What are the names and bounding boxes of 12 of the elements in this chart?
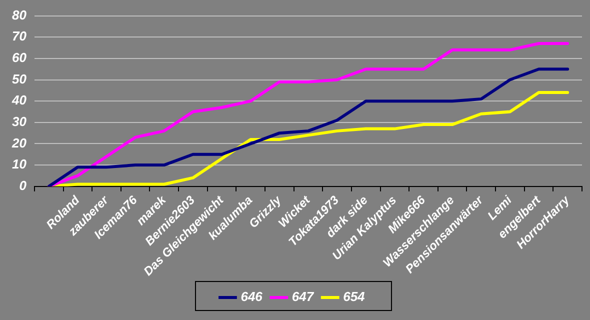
y-tick-label: 10 (12, 156, 28, 172)
y-tick-label: 20 (10, 135, 28, 150)
legend-label: 647 (292, 289, 314, 304)
y-tick-label: 80 (12, 7, 28, 22)
y-tick-label: 70 (12, 28, 28, 44)
y-tick-label: 60 (12, 50, 28, 66)
legend-label: 654 (343, 289, 366, 304)
y-tick-label: 0 (19, 178, 28, 193)
y-tick-label: 30 (12, 114, 28, 129)
y-tick-label: 50 (12, 71, 28, 86)
y-tick-label: 40 (10, 92, 28, 108)
legend-label: 646 (240, 289, 264, 304)
